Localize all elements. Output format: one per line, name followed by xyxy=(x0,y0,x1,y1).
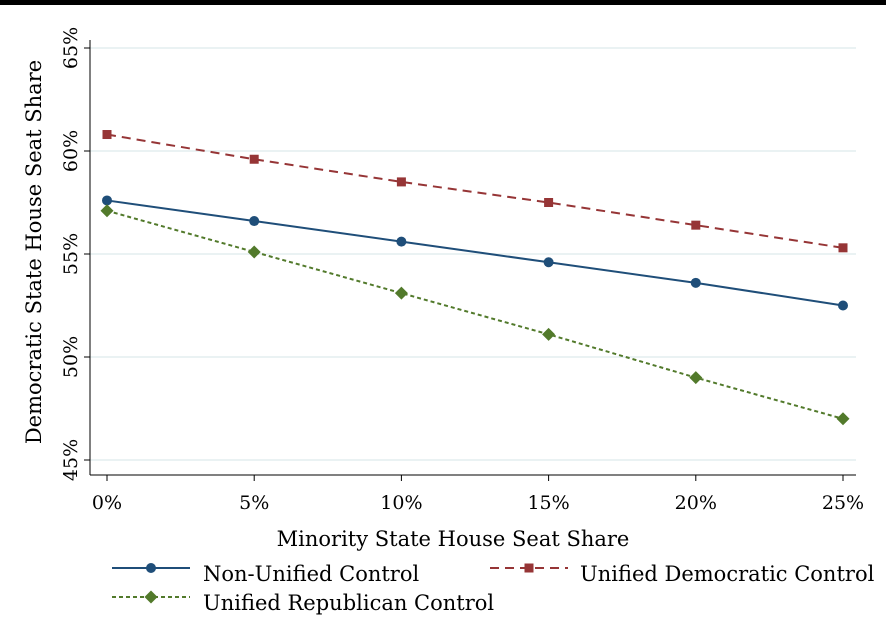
data-point xyxy=(690,277,701,288)
data-point xyxy=(689,371,703,385)
x-tick-label: 5% xyxy=(239,492,269,514)
data-point xyxy=(102,195,112,206)
legend-marker xyxy=(524,563,534,573)
top-rule xyxy=(0,0,886,5)
y-tick-label: 45% xyxy=(60,439,82,481)
y-tick-label: 50% xyxy=(60,336,82,378)
series-line xyxy=(106,199,844,307)
x-tick-label: 10% xyxy=(380,492,422,514)
axes: 45% 50% 55% 60% 65% 0% 5% 10% 15% 20% 25% xyxy=(60,27,864,514)
data-point xyxy=(396,177,406,187)
legend-label: Non-Unified Control xyxy=(203,562,419,586)
x-tick-label: 15% xyxy=(527,492,569,514)
legend-label: Unified Republican Control xyxy=(203,591,494,615)
legend-marker xyxy=(144,590,158,604)
x-axis-label: Minority State House Seat Share xyxy=(277,527,630,551)
data-point xyxy=(102,130,112,140)
y-tick-label: 60% xyxy=(60,130,82,172)
y-axis-label: Democratic State House Seat Share xyxy=(22,60,46,444)
data-point xyxy=(249,216,260,227)
x-tick-label: 25% xyxy=(822,492,864,514)
data-point xyxy=(247,245,261,259)
data-point xyxy=(544,198,554,207)
data-point xyxy=(543,257,554,268)
series-line xyxy=(106,133,844,249)
y-tick-label: 65% xyxy=(60,27,82,69)
data-point xyxy=(100,204,114,218)
data-point xyxy=(836,412,850,426)
legend-label: Unified Democratic Control xyxy=(580,562,875,586)
grid-lines xyxy=(90,47,856,461)
x-tick-label: 20% xyxy=(675,492,717,514)
series-line xyxy=(106,209,844,420)
y-tick-label: 55% xyxy=(60,233,82,275)
legend: Non-Unified Control Unified Democratic Co… xyxy=(112,562,875,615)
data-point xyxy=(249,154,259,164)
data-point xyxy=(691,220,701,230)
series-layer xyxy=(100,130,850,426)
data-point xyxy=(838,300,848,311)
data-point xyxy=(542,327,556,341)
x-tick-label: 0% xyxy=(92,492,122,514)
data-point xyxy=(396,236,407,247)
data-point xyxy=(394,286,408,300)
data-point xyxy=(838,243,848,253)
legend-marker xyxy=(146,563,156,573)
